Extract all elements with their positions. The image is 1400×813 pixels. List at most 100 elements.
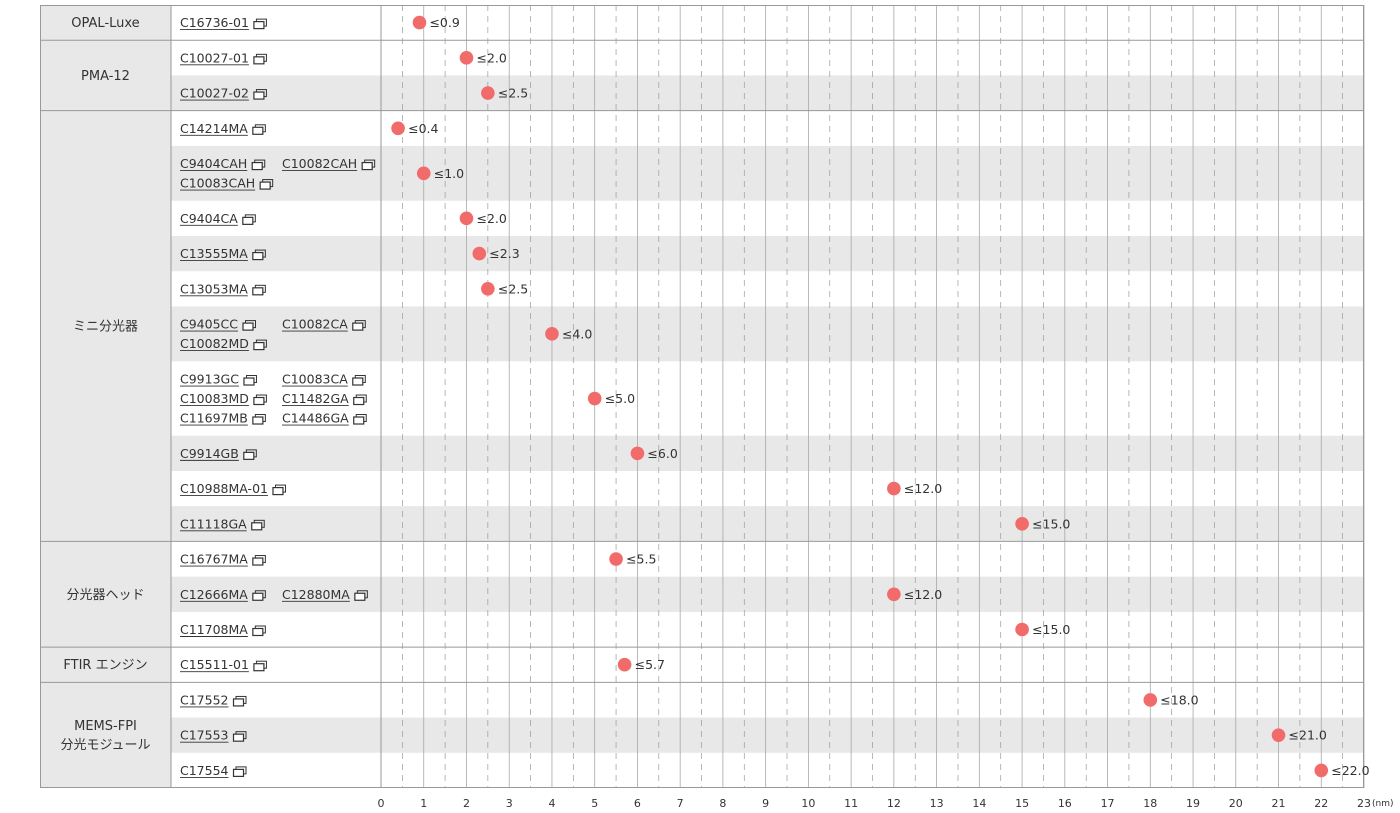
external-window-icon[interactable] — [253, 18, 267, 30]
model-column: C16736-01 C10027-01 C10027-02 C14214MA C9404… — [180, 15, 376, 778]
x-axis: 0 1 2 3 4 5 6 7 8 9 10 11 12 13 14 15 16 17 18 19 20 21 22 23 (n… — [378, 797, 1394, 810]
external-window-icon[interactable] — [253, 339, 267, 351]
model-link[interactable]: C14486GA — [282, 411, 349, 426]
category-cell — [40, 40, 171, 111]
model-link[interactable]: C10027-02 — [180, 86, 249, 101]
model-link[interactable]: C9404CAH — [180, 156, 247, 171]
data-point — [1271, 728, 1286, 742]
model-link[interactable]: C10082MD — [180, 336, 249, 351]
x-tick-label: 3 — [506, 797, 513, 810]
data-point — [481, 282, 495, 296]
model-link[interactable]: C9404CA — [180, 211, 238, 226]
model-link[interactable]: C10083CA — [282, 372, 348, 387]
data-point — [630, 446, 645, 461]
external-window-icon[interactable] — [252, 284, 266, 296]
data-point — [1015, 622, 1029, 637]
value-label: ≤2.3 — [489, 246, 519, 261]
model-link[interactable]: C12666MA — [180, 587, 248, 602]
external-window-icon[interactable] — [252, 590, 266, 601]
data-point — [1143, 693, 1158, 707]
data-point — [391, 121, 405, 136]
x-tick-label: 23 — [1357, 797, 1371, 810]
category-label: OPAL-Luxe — [71, 16, 139, 31]
external-window-icon[interactable] — [259, 179, 274, 190]
category-cell — [40, 682, 171, 788]
category-label: FTIR エンジン — [63, 658, 147, 673]
external-window-icon[interactable] — [354, 590, 368, 601]
model-link[interactable]: C17554 — [180, 763, 229, 778]
x-tick-label: 16 — [1058, 797, 1072, 810]
x-tick-label: 2 — [463, 797, 470, 810]
x-tick-label: 7 — [677, 797, 684, 810]
external-window-icon[interactable] — [253, 660, 267, 672]
data-point — [481, 86, 495, 100]
row-band — [171, 75, 1364, 111]
value-label: ≤15.0 — [1032, 622, 1070, 637]
external-window-icon[interactable] — [353, 394, 367, 406]
model-link[interactable]: C10027-01 — [180, 50, 249, 65]
external-window-icon[interactable] — [272, 484, 286, 496]
model-link[interactable]: C9913GC — [180, 372, 239, 387]
model-link[interactable]: C13053MA — [180, 281, 248, 296]
value-label: ≤5.0 — [605, 391, 635, 406]
external-window-icon[interactable] — [252, 414, 266, 425]
model-link[interactable]: C11697MB — [180, 411, 248, 426]
model-link[interactable]: C11708MA — [180, 622, 248, 637]
external-window-icon[interactable] — [232, 766, 247, 777]
value-label: ≤2.5 — [498, 281, 528, 296]
x-tick-label: 4 — [548, 797, 555, 810]
chart-frame — [40, 5, 1364, 788]
model-link[interactable]: C17553 — [180, 728, 229, 743]
x-tick-label: 1 — [420, 797, 427, 810]
external-window-icon[interactable] — [232, 695, 247, 707]
external-window-icon[interactable] — [251, 159, 266, 171]
model-link[interactable]: C13555MA — [180, 246, 248, 261]
model-link[interactable]: C11118GA — [180, 516, 247, 531]
model-link[interactable]: C15511-01 — [180, 657, 249, 672]
external-window-icon[interactable] — [253, 53, 267, 65]
model-link[interactable]: C17552 — [180, 692, 229, 707]
data-point — [587, 391, 602, 406]
external-window-icon[interactable] — [253, 89, 267, 100]
model-link[interactable]: C10083CAH — [180, 176, 255, 191]
model-link[interactable]: C12880MA — [282, 587, 350, 602]
model-link[interactable]: C16767MA — [180, 552, 248, 567]
external-window-icon[interactable] — [232, 731, 247, 742]
model-link[interactable]: C16736-01 — [180, 15, 249, 30]
row-band — [171, 576, 1364, 612]
value-label: ≤18.0 — [1160, 692, 1198, 707]
model-link[interactable]: C9914GB — [180, 446, 239, 461]
category-label: PMA-12 — [81, 69, 130, 84]
external-window-icon[interactable] — [252, 249, 266, 261]
value-label: ≤4.0 — [562, 326, 592, 341]
model-link[interactable]: C9405CC — [180, 317, 238, 332]
external-window-icon[interactable] — [251, 519, 265, 531]
external-window-icon[interactable] — [252, 625, 266, 637]
model-link[interactable]: C10082CAH — [282, 156, 357, 171]
external-window-icon[interactable] — [352, 320, 366, 331]
data-point — [887, 481, 901, 496]
value-label: ≤6.0 — [647, 446, 677, 461]
model-link[interactable]: C11482GA — [282, 391, 349, 406]
external-window-icon[interactable] — [361, 159, 376, 171]
row-band — [171, 435, 1364, 471]
external-window-icon[interactable] — [243, 375, 257, 386]
external-window-icon[interactable] — [352, 375, 366, 386]
value-label: ≤5.5 — [626, 552, 656, 567]
external-window-icon[interactable] — [242, 320, 256, 331]
model-link[interactable]: C10082CA — [282, 317, 348, 332]
external-window-icon[interactable] — [353, 414, 367, 425]
x-tick-label: 19 — [1186, 797, 1200, 810]
data-point — [472, 246, 487, 261]
row-band — [171, 145, 1364, 201]
model-link[interactable]: C10988MA-01 — [180, 481, 268, 496]
external-window-icon[interactable] — [252, 124, 266, 135]
external-window-icon[interactable] — [242, 214, 256, 225]
model-link[interactable]: C10083MD — [180, 391, 249, 406]
external-window-icon[interactable] — [253, 394, 267, 406]
x-tick-label: 11 — [844, 797, 858, 810]
external-window-icon[interactable] — [243, 449, 257, 460]
model-link[interactable]: C14214MA — [180, 121, 248, 136]
external-window-icon[interactable] — [252, 555, 266, 566]
value-label: ≤2.0 — [476, 211, 506, 226]
